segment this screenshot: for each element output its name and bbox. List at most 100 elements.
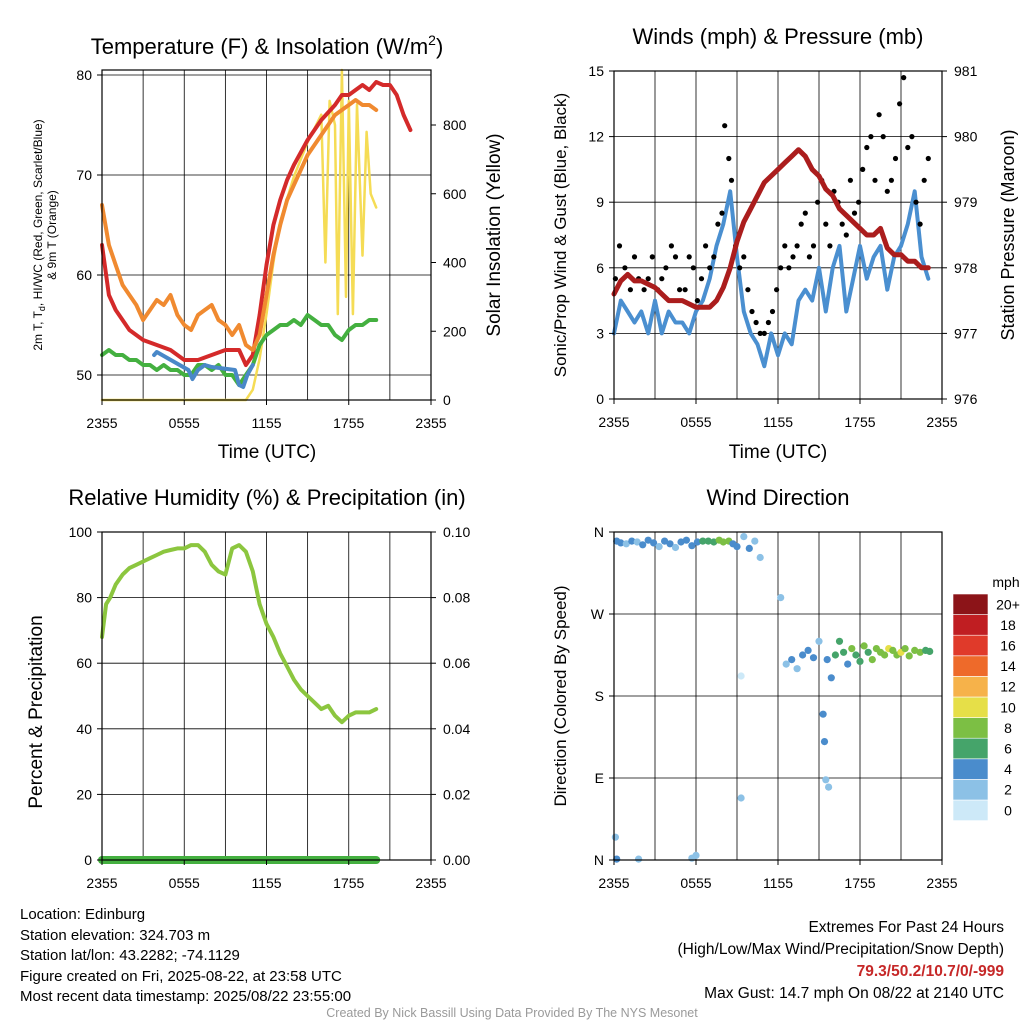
- humidity-panel-title: Relative Humidity (%) & Precipitation (i…: [68, 485, 465, 510]
- x-tick-label: 0555: [169, 415, 200, 431]
- y2-tick-label: 0.02: [443, 786, 470, 802]
- y2-tick-label: 0.06: [443, 655, 470, 671]
- direction-point: [756, 553, 764, 562]
- gust-point: [686, 254, 692, 260]
- y2-tick-label: 978: [954, 260, 978, 276]
- gust-point: [631, 254, 638, 260]
- direction-point: [804, 646, 812, 655]
- direction-point: [782, 660, 790, 668]
- legend-swatch: [952, 655, 989, 677]
- direction-point: [737, 672, 745, 680]
- gust-point: [663, 265, 669, 271]
- gust-point: [757, 330, 763, 336]
- winds-series: [611, 75, 931, 369]
- y-tick-label: 60: [76, 655, 92, 671]
- y-tick-label: N: [594, 524, 604, 540]
- gust-point: [641, 287, 647, 293]
- direction-point: [635, 855, 643, 863]
- gust-point: [769, 308, 776, 315]
- direction-point: [777, 594, 785, 602]
- legend-label: 14: [1000, 658, 1016, 674]
- gust-point: [741, 254, 747, 260]
- y2-tick-label: 980: [954, 129, 978, 145]
- temperature-panel-title: Temperature (F) & Insolation (W/m2): [91, 32, 444, 59]
- legend-swatch: [952, 799, 989, 821]
- direction-point: [740, 533, 748, 541]
- direction-point: [617, 539, 625, 547]
- gust-point: [694, 298, 701, 304]
- gust-point: [677, 287, 683, 293]
- y-tick-label: 80: [76, 67, 92, 83]
- direction-grid: [614, 532, 942, 860]
- legend-label: 6: [1004, 741, 1012, 757]
- gust-point: [703, 243, 709, 249]
- gust-point: [823, 221, 829, 227]
- direction-point: [611, 833, 620, 841]
- gust-point: [782, 243, 788, 249]
- gust-point: [884, 188, 890, 194]
- direction-point: [745, 544, 753, 553]
- direction-point: [820, 738, 829, 746]
- x-tick-label: 0555: [169, 875, 200, 891]
- legend-label: 8: [1004, 720, 1012, 736]
- direction-point: [840, 648, 848, 656]
- location-text: Location: Edinburg: [20, 906, 146, 923]
- speed-legend: 0 2 4 6 8 10 12 14 16 18 20+: [952, 593, 1020, 821]
- direction-point: [881, 651, 889, 659]
- direction-point: [655, 543, 663, 551]
- gust-point: [810, 243, 817, 249]
- humidity-panel: Relative Humidity (%) & Precipitation (i…: [26, 485, 470, 891]
- gust-point: [715, 221, 721, 227]
- temperature-ylabel-right: Solar Insolation (Yellow): [484, 133, 505, 336]
- direction-point: [688, 542, 696, 550]
- credit-text: Created By Nick Bassill Using Data Provi…: [326, 1006, 698, 1020]
- insolation-line: [100, 68, 378, 402]
- gust-point: [868, 134, 874, 140]
- direction-panel: Wind Direction 2355 0555 1155 1755 2355 N E S W N…: [551, 485, 1020, 891]
- winds-xlabel: Time (UTC): [729, 442, 828, 463]
- gust-point: [880, 134, 886, 140]
- latlon-text: Station lat/lon: 43.2282; -74.1129: [20, 947, 240, 964]
- temperature-series: [100, 68, 413, 402]
- legend-swatch: [952, 779, 989, 801]
- direction-point: [682, 536, 691, 544]
- direction-point: [644, 536, 652, 544]
- direction-point: [751, 537, 759, 545]
- gust-point: [864, 144, 870, 151]
- y2-tick-label: 0.04: [443, 721, 470, 737]
- y-tick-label: 6: [596, 260, 604, 276]
- direction-point: [901, 645, 909, 653]
- direction-point: [827, 674, 835, 682]
- gust-point: [901, 75, 907, 81]
- direction-point: [844, 660, 852, 668]
- winds-ticks: 2355 0555 1155 1755 2355 0 3 6 9 12 15 976 977 978 979…: [588, 63, 977, 430]
- max-gust-text: Max Gust: 14.7 mph On 08/22 at 2140 UTC: [704, 985, 1004, 1002]
- y-tick-label: 100: [69, 524, 93, 540]
- gust-point: [802, 210, 808, 216]
- direction-point: [864, 648, 872, 656]
- y-tick-label: 20: [76, 786, 92, 802]
- y2-tick-label: 0.08: [443, 590, 470, 606]
- temperature-9m-line: [100, 98, 379, 352]
- temperature-ylabel-left-line2: & 9m T (Orange): [45, 190, 59, 280]
- gust-point: [690, 265, 696, 271]
- direction-point: [860, 642, 868, 650]
- legend-label: 18: [1000, 617, 1016, 633]
- legend-swatch: [952, 634, 989, 657]
- x-tick-label: 0555: [680, 414, 711, 430]
- x-tick-label: 1755: [844, 875, 875, 891]
- legend-swatch: [952, 758, 989, 780]
- gust-point: [698, 276, 705, 282]
- direction-point: [852, 651, 860, 659]
- x-tick-label: 2355: [598, 414, 629, 430]
- direction-point: [815, 637, 823, 645]
- gust-point: [627, 287, 634, 293]
- gust-point: [774, 287, 780, 293]
- y-tick-label: 15: [588, 63, 604, 79]
- x-tick-label: 0555: [680, 875, 711, 891]
- gust-point: [761, 330, 767, 336]
- station-info: Location: Edinburg Station elevation: 32…: [20, 905, 351, 1008]
- gust-point: [847, 177, 854, 183]
- gust-point: [672, 254, 679, 260]
- y2-tick-label: 976: [954, 391, 978, 407]
